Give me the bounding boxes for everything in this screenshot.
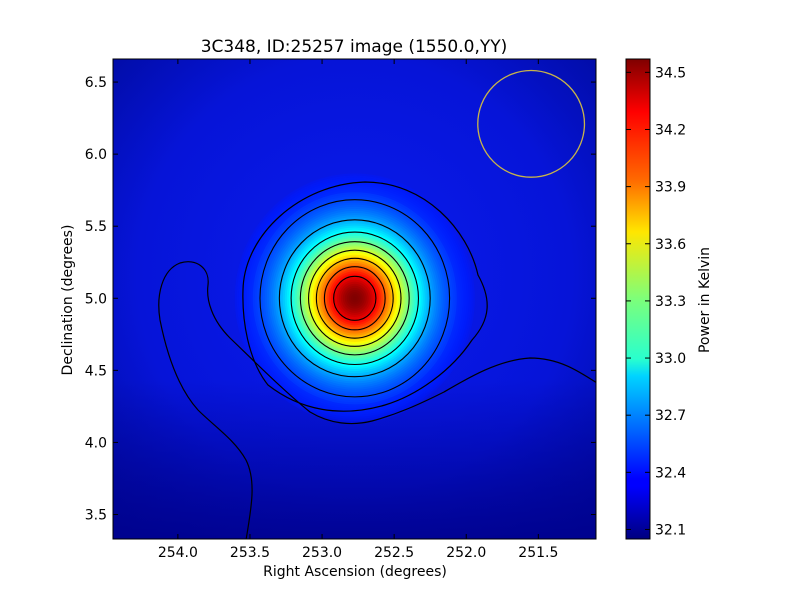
x-axis-label: Right Ascension (degrees) [263, 564, 447, 580]
colorbar-tick-label: 33.9 [655, 180, 686, 196]
y-tick-label: 6.5 [85, 75, 107, 91]
contour-ring [333, 275, 377, 321]
x-tick-label: 253.0 [302, 545, 342, 561]
y-tick-label: 6.0 [85, 147, 107, 163]
contour-ring [259, 199, 451, 398]
colorbar-tick-label: 32.7 [655, 408, 686, 424]
y-tick-label: 4.0 [85, 435, 107, 451]
plot-frame [112, 58, 597, 540]
image-dark-lower-region [113, 380, 596, 539]
contour-ring [290, 231, 420, 366]
beam-circle [477, 69, 586, 178]
colorbar-tick-label: 33.6 [655, 237, 686, 253]
contour-ring [323, 266, 386, 331]
x-tick-label: 252.5 [374, 545, 414, 561]
contour-ring [308, 249, 402, 347]
y-axis-label: Declination (degrees) [60, 225, 76, 376]
y-tick-label: 3.5 [85, 507, 107, 523]
chart-title: 3C348, ID:25257 image (1550.0,YY) [201, 37, 508, 57]
colorbar-label: Power in Kelvin [697, 247, 713, 353]
contour-ring [299, 241, 410, 356]
x-tick-label: 253.5 [230, 545, 270, 561]
y-tick-label: 4.5 [85, 363, 107, 379]
emission-ring [352, 296, 357, 301]
y-axis: 3.5 4.0 4.5 5.0 5.5 6.0 6.5 [85, 75, 596, 523]
colorbar [625, 58, 651, 540]
y-tick-label: 5.5 [85, 219, 107, 235]
colorbar-tick-label: 33.0 [655, 351, 686, 367]
source-emission [234, 173, 475, 424]
x-tick-label: 254.0 [158, 545, 198, 561]
y-tick-label: 5.0 [85, 291, 107, 307]
colorbar-tick-label: 34.2 [655, 122, 686, 138]
colorbar-ticks: 32.1 32.4 32.7 33.0 33.3 33.6 33.9 34.2 34.5 [626, 65, 686, 538]
contour-ring [315, 257, 394, 339]
colorbar-tick-label: 32.4 [655, 465, 686, 481]
contour-outer-left-lobe [158, 261, 596, 539]
colorbar-tick-label: 34.5 [655, 65, 686, 81]
contour-outer-source [242, 181, 488, 412]
contour-lines [158, 181, 596, 539]
plot-area [113, 59, 596, 539]
colorbar-tick-label: 32.1 [655, 522, 686, 538]
x-tick-label: 251.5 [518, 545, 558, 561]
contour-ring [278, 219, 431, 378]
x-tick-label: 252.0 [446, 545, 486, 561]
x-axis: 254.0 253.5 253.0 252.5 252.0 251.5 [158, 59, 558, 561]
colorbar-tick-label: 33.3 [655, 294, 686, 310]
